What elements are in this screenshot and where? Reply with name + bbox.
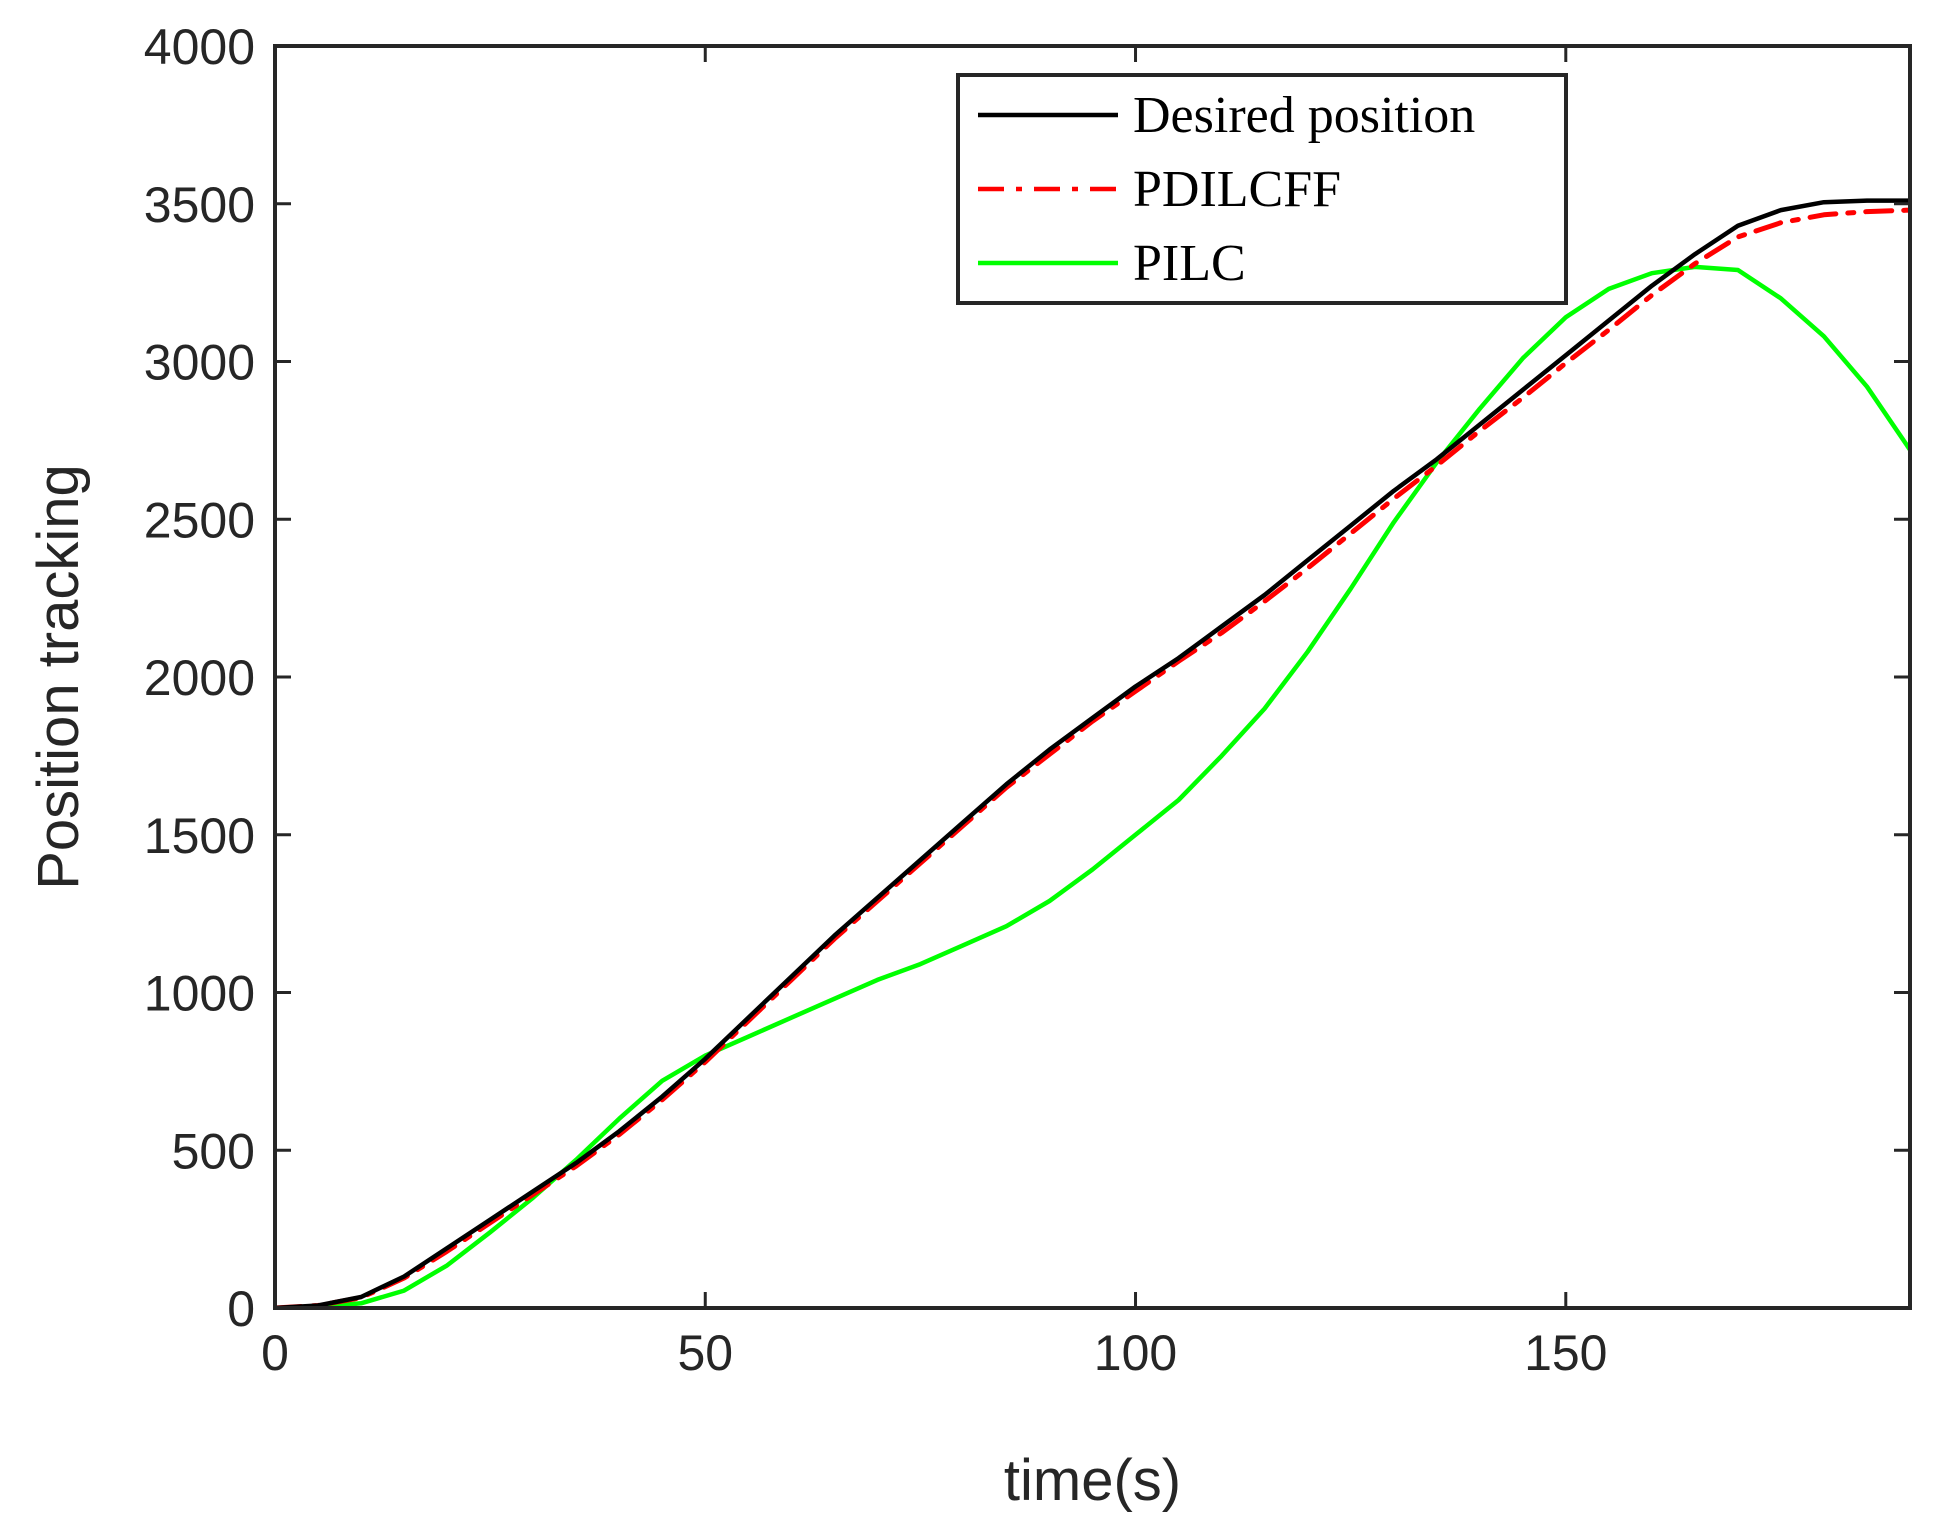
x-axis-label: time(s) xyxy=(1004,1448,1181,1513)
y-tick-label: 2500 xyxy=(144,492,255,548)
y-tick-label: 2000 xyxy=(144,650,255,706)
x-tick-label: 0 xyxy=(261,1325,289,1381)
y-axis-label: Position tracking xyxy=(26,464,91,890)
legend: Desired position PDILCFF PILC xyxy=(956,73,1568,305)
ticks-layer: 0 50 100 1500500100015002000250030003500400… xyxy=(144,19,1910,1381)
series-layer xyxy=(275,198,1910,1308)
series-line-pdilcff xyxy=(275,207,1910,1308)
y-tick-label: 3500 xyxy=(144,177,255,233)
y-tick-label: 1500 xyxy=(144,808,255,864)
series-line-desired-position xyxy=(275,198,1910,1308)
x-tick-label: 100 xyxy=(1094,1325,1177,1381)
legend-label: PILC xyxy=(1133,235,1246,292)
y-tick-label: 0 xyxy=(227,1281,255,1337)
y-tick-label: 4000 xyxy=(144,19,255,75)
x-tick-label: 150 xyxy=(1524,1325,1607,1381)
x-tick-label: 50 xyxy=(677,1325,733,1381)
legend-label: Desired position xyxy=(1133,87,1475,144)
legend-label: PDILCFF xyxy=(1133,161,1341,218)
y-tick-label: 1000 xyxy=(144,966,255,1022)
y-tick-label: 3000 xyxy=(144,335,255,391)
y-tick-label: 500 xyxy=(172,1123,255,1179)
